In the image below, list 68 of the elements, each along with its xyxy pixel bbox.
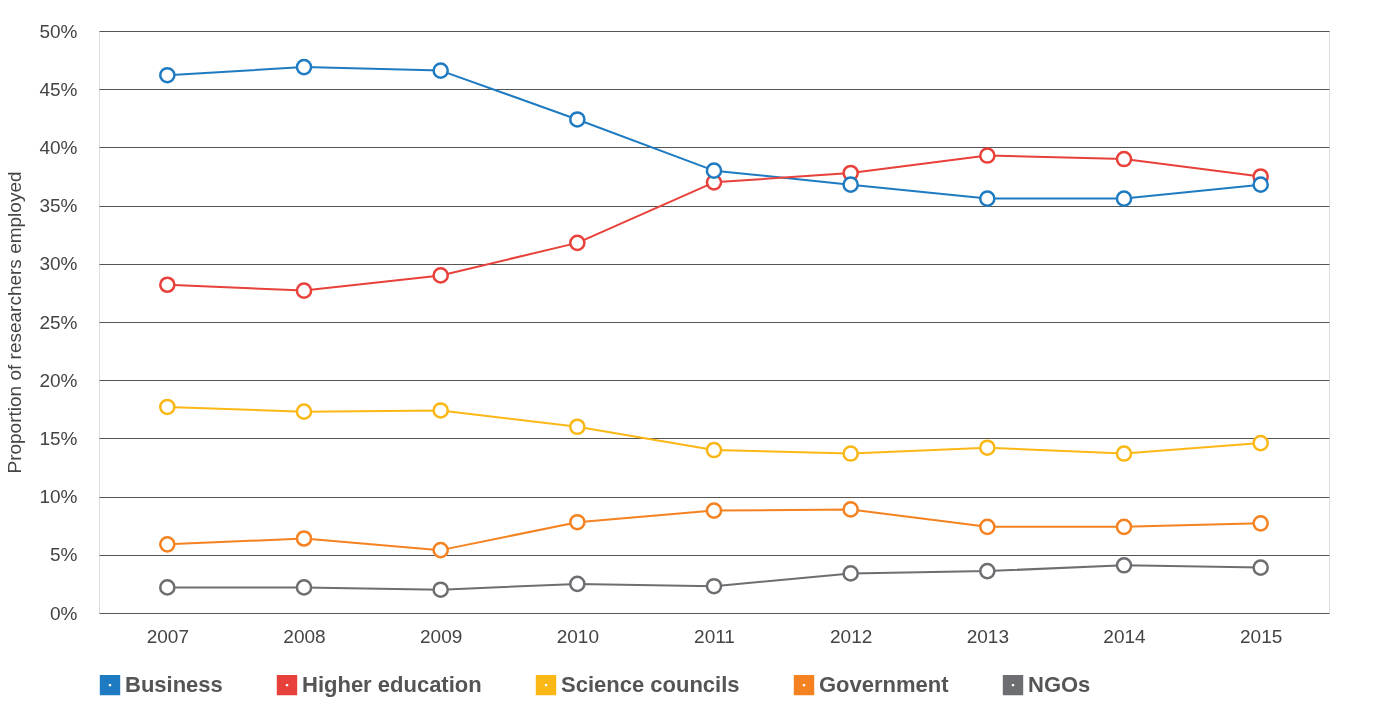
- point: [432, 541, 449, 559]
- y-tick-label: 50%: [39, 20, 78, 42]
- y-tick-label: 30%: [39, 253, 78, 275]
- point: [979, 439, 996, 457]
- point: [1115, 445, 1133, 462]
- legend-label: Higher education: [302, 672, 482, 698]
- point: [842, 565, 859, 582]
- point: [705, 577, 723, 595]
- point: [159, 536, 176, 553]
- x-tick-label: 2010: [556, 625, 599, 647]
- x-tick-label: 2014: [1103, 625, 1147, 647]
- point: [159, 579, 176, 596]
- point: [1115, 190, 1133, 207]
- point: [979, 190, 996, 207]
- point: [1115, 518, 1133, 536]
- point: [842, 501, 859, 518]
- point: [705, 502, 723, 519]
- point: [1252, 434, 1269, 452]
- y-axis-title: Proportion of researchers employed: [4, 171, 26, 474]
- point: [295, 579, 313, 596]
- y-tick-label: 0%: [50, 602, 78, 624]
- y-tick-label: 10%: [39, 486, 78, 508]
- point: [432, 402, 449, 419]
- point: [705, 441, 723, 459]
- x-tick-label: 2009: [420, 625, 463, 647]
- point: [842, 176, 859, 193]
- legend-label: Government: [819, 672, 950, 698]
- point: [979, 562, 996, 580]
- legend-label: Business: [125, 672, 223, 698]
- point: [569, 418, 586, 436]
- point: [159, 276, 176, 294]
- point: [432, 267, 449, 284]
- legend-label: Science councils: [561, 672, 740, 698]
- point: [705, 162, 723, 179]
- y-tick-label: 45%: [39, 78, 78, 100]
- point: [569, 234, 586, 252]
- legend-label: NGOs: [1028, 672, 1091, 698]
- point: [1115, 150, 1133, 168]
- point: [159, 398, 176, 416]
- x-tick-label: 2013: [966, 625, 1009, 647]
- y-tick-label: 20%: [39, 369, 78, 391]
- y-tick-label: 15%: [39, 427, 78, 449]
- point: [432, 581, 449, 599]
- x-tick-label: 2008: [283, 625, 326, 647]
- point: [295, 403, 313, 420]
- point: [979, 147, 996, 164]
- x-tick-label: 2015: [1240, 625, 1283, 647]
- x-tick-label: 2011: [694, 625, 735, 647]
- y-tick-label: 25%: [39, 311, 78, 333]
- y-tick-label: 40%: [39, 136, 78, 158]
- point: [569, 513, 586, 531]
- point: [295, 530, 313, 547]
- point: [979, 518, 996, 536]
- point: [1252, 176, 1269, 193]
- x-tick-label: 2012: [830, 625, 873, 647]
- point: [295, 58, 313, 76]
- point: [1115, 556, 1133, 574]
- x-tick-label: 2007: [146, 625, 189, 647]
- y-tick-label: 35%: [39, 195, 78, 217]
- point: [295, 282, 313, 299]
- point: [842, 445, 859, 462]
- point: [432, 62, 449, 79]
- point: [569, 111, 586, 128]
- y-tick-label: 5%: [50, 544, 78, 566]
- point: [569, 575, 586, 593]
- point: [159, 66, 176, 84]
- point: [1252, 559, 1269, 576]
- point: [1252, 515, 1269, 532]
